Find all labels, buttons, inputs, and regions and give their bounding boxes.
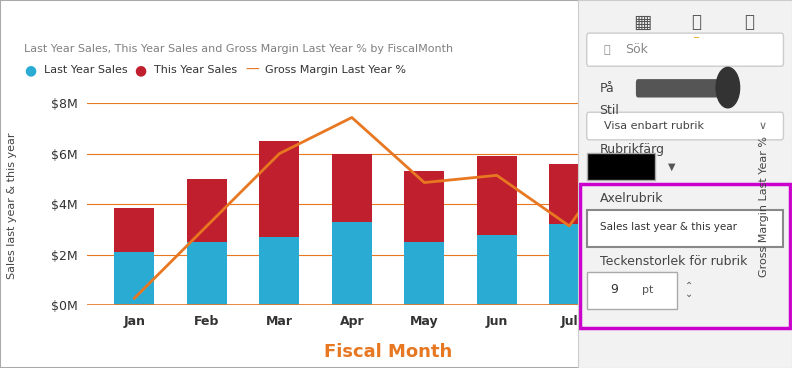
Text: —: — <box>246 63 259 77</box>
FancyBboxPatch shape <box>636 79 725 98</box>
Text: Sales last year & this year: Sales last year & this year <box>600 222 737 233</box>
Text: Last Year Sales, This Year Sales and Gross Margin Last Year % by FiscalMonth: Last Year Sales, This Year Sales and Gro… <box>24 44 453 54</box>
Bar <box>187 179 227 242</box>
FancyBboxPatch shape <box>587 33 783 66</box>
Bar <box>477 235 516 305</box>
FancyBboxPatch shape <box>587 210 783 247</box>
Text: På: På <box>600 82 615 95</box>
Bar <box>405 171 444 242</box>
Text: ▼: ▼ <box>668 161 676 171</box>
Text: Gross Margin Last Year %: Gross Margin Last Year % <box>760 135 769 277</box>
Bar <box>405 242 444 305</box>
Text: Sök: Sök <box>625 43 648 56</box>
Bar <box>332 222 371 305</box>
Text: ∨: ∨ <box>758 121 767 131</box>
FancyBboxPatch shape <box>587 112 783 140</box>
Text: ●: ● <box>24 63 36 77</box>
Text: Last Year Sales: Last Year Sales <box>44 65 128 75</box>
Text: 🔍: 🔍 <box>604 45 611 55</box>
FancyBboxPatch shape <box>581 184 790 328</box>
Bar <box>550 164 589 224</box>
Text: This Year Sales: This Year Sales <box>154 65 238 75</box>
Text: pt: pt <box>642 285 653 295</box>
Text: Visa enbart rubrik: Visa enbart rubrik <box>604 121 704 131</box>
Text: Teckenstorlek för rubrik: Teckenstorlek för rubrik <box>600 255 747 268</box>
FancyBboxPatch shape <box>587 272 676 309</box>
Bar <box>332 154 371 222</box>
Text: Stil: Stil <box>600 104 619 117</box>
Text: Gross Margin Last Year %: Gross Margin Last Year % <box>265 65 406 75</box>
Circle shape <box>716 67 740 108</box>
Text: 🔍: 🔍 <box>744 13 754 31</box>
Text: Fiscal Month: Fiscal Month <box>324 343 452 361</box>
Bar <box>115 208 154 252</box>
Text: ⌃
⌄: ⌃ ⌄ <box>685 281 693 299</box>
Bar <box>115 252 154 305</box>
Bar <box>622 217 661 305</box>
Text: ─: ─ <box>693 32 699 41</box>
Text: Axelrubrik: Axelrubrik <box>600 192 663 205</box>
Bar <box>260 237 299 305</box>
Text: Rubrikfärg: Rubrikfärg <box>600 142 664 156</box>
Text: ▦: ▦ <box>633 13 652 32</box>
Text: ●: ● <box>135 63 147 77</box>
Text: 9: 9 <box>611 283 618 297</box>
Bar <box>622 138 661 217</box>
Bar <box>550 224 589 305</box>
Bar <box>260 141 299 237</box>
Text: 🖌: 🖌 <box>691 13 701 31</box>
Bar <box>477 156 516 235</box>
Bar <box>187 242 227 305</box>
FancyBboxPatch shape <box>587 153 655 180</box>
Text: Sales last year & this year: Sales last year & this year <box>7 133 17 279</box>
